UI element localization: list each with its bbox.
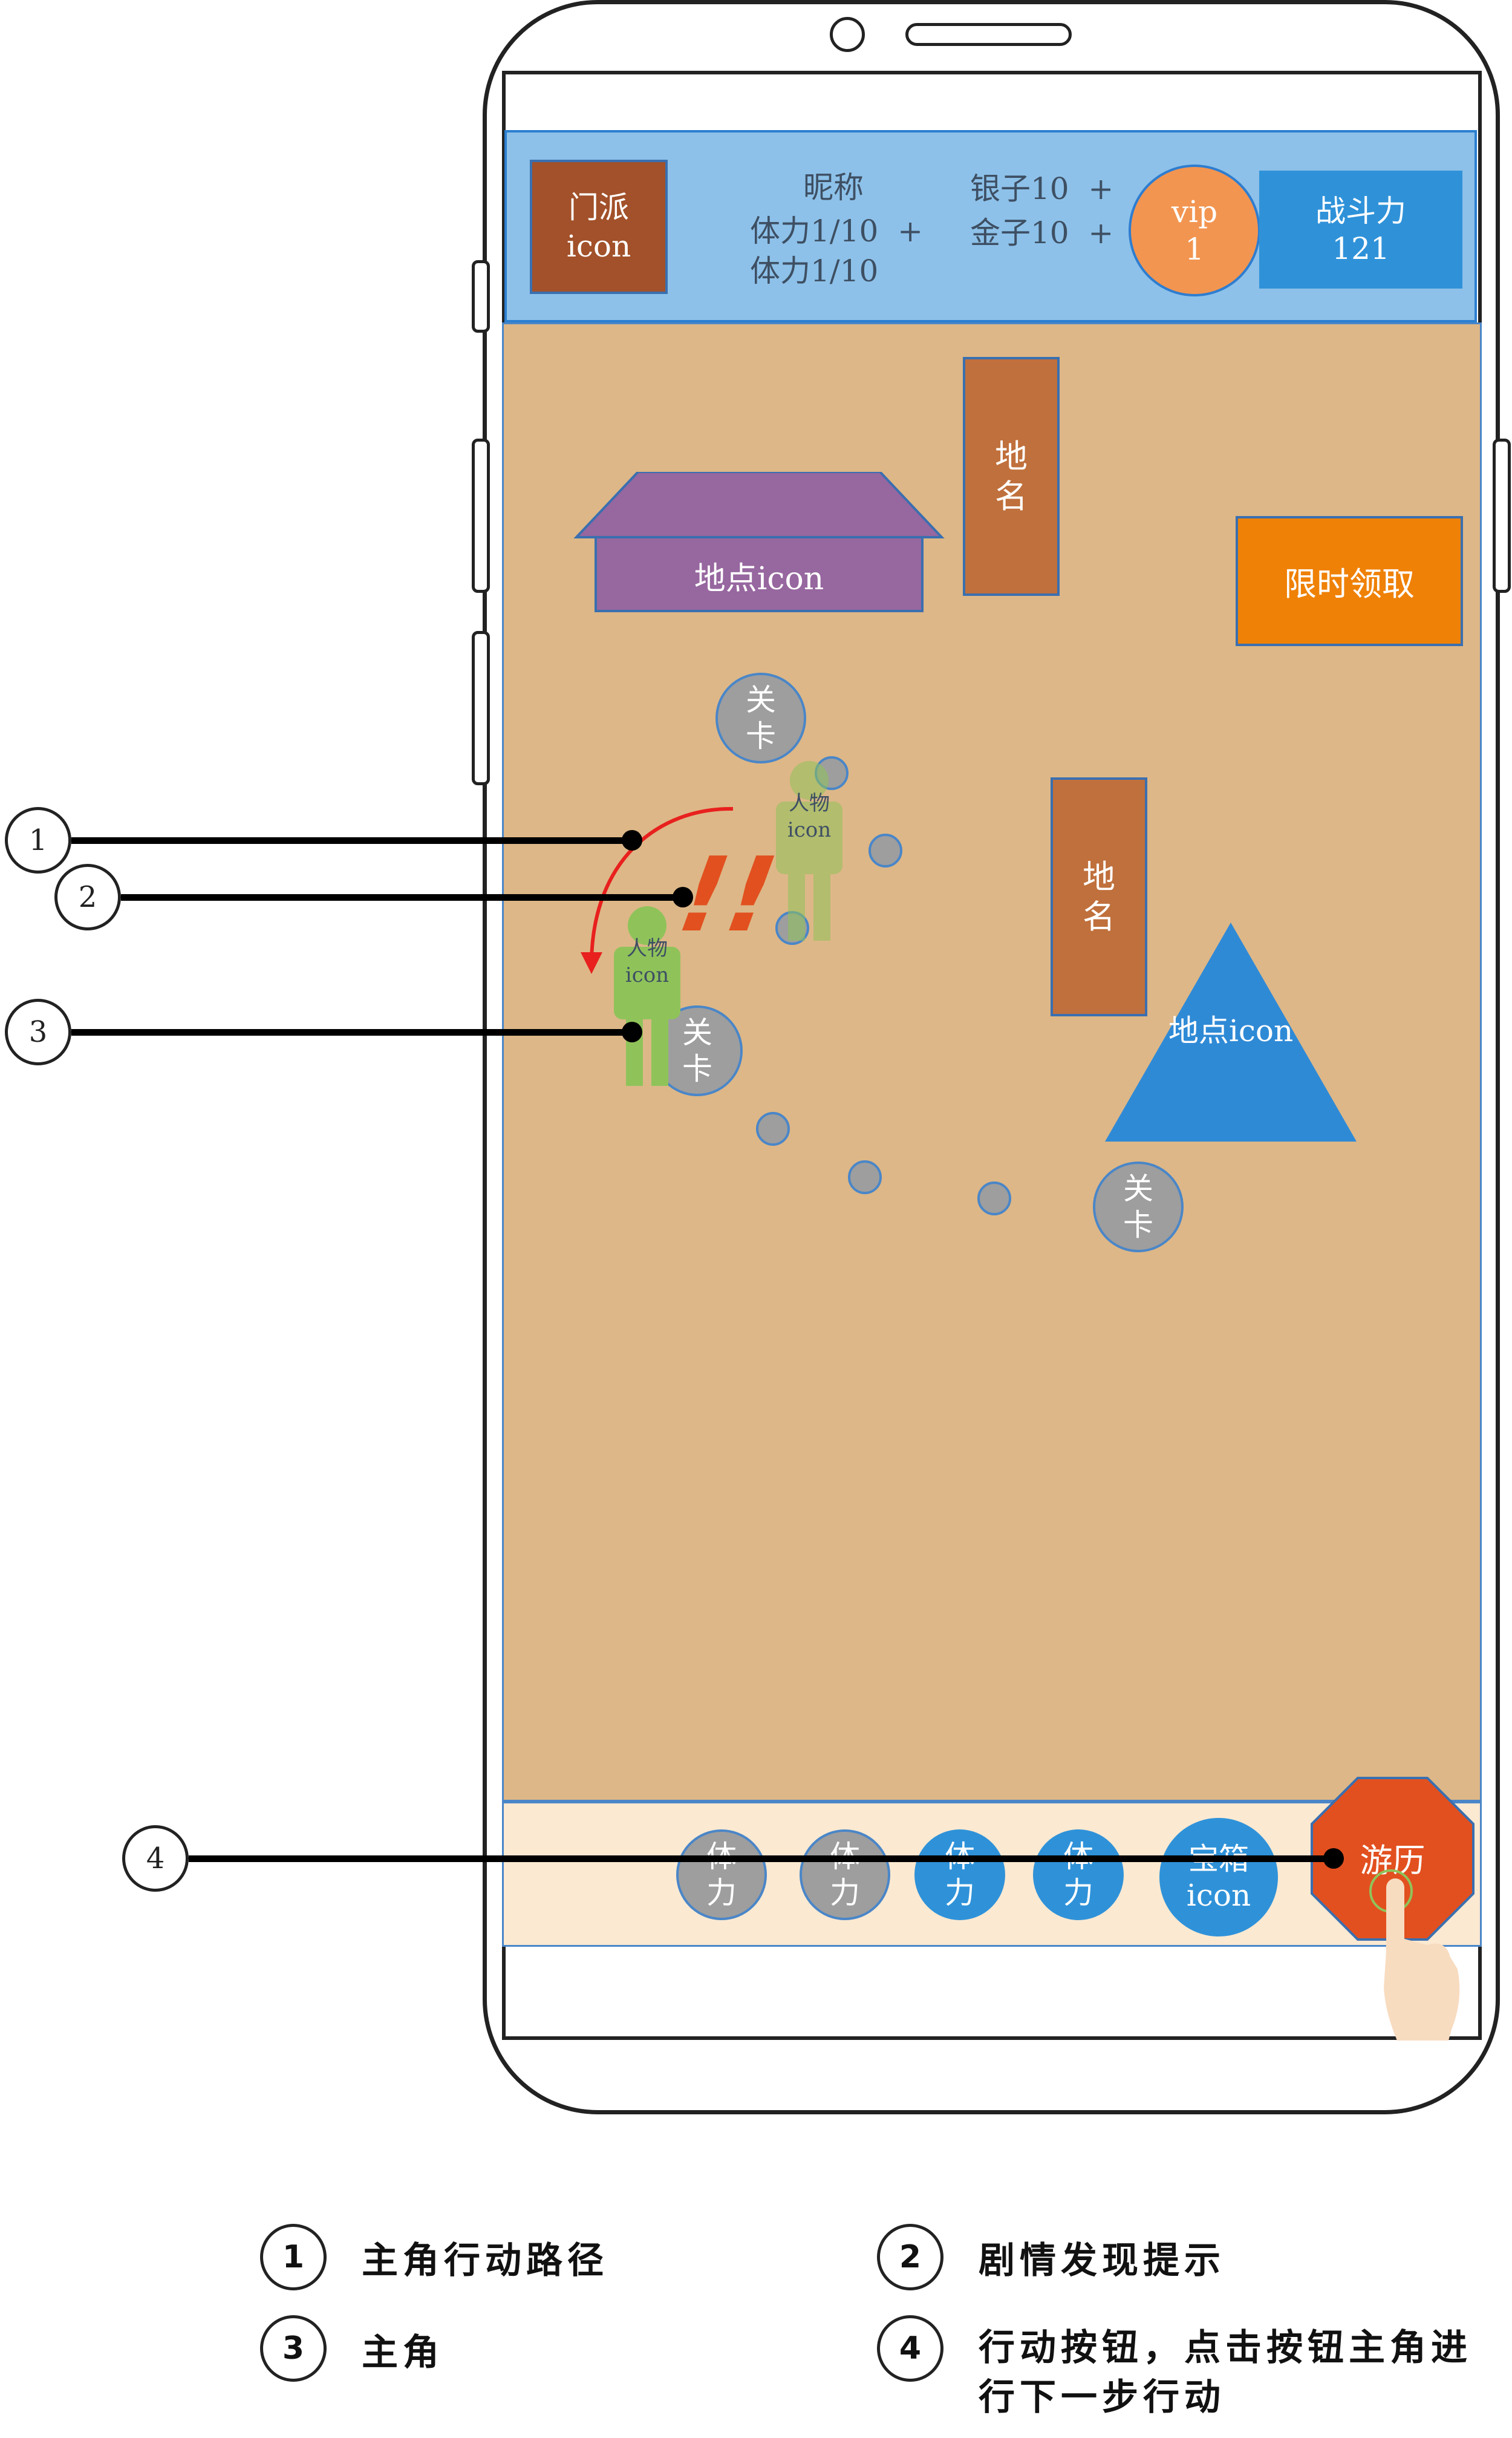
stamina-line-1[interactable]: 体力1/10 + xyxy=(750,214,923,249)
callout-line-3-end xyxy=(622,1022,642,1042)
place-name-2: 地 名 xyxy=(1051,777,1147,1016)
callout-1: 1 xyxy=(5,807,71,874)
stage-node[interactable]: 关 卡 xyxy=(1093,1162,1184,1252)
stamina-skill-1[interactable]: 体 力 xyxy=(676,1829,767,1920)
callout-line-2-end xyxy=(673,887,693,907)
place-name-1: 地 名 xyxy=(963,357,1060,596)
side-button-left-3 xyxy=(472,631,490,785)
sect-icon[interactable]: 门派 icon xyxy=(530,160,668,294)
front-camera xyxy=(830,17,865,52)
vip-badge[interactable]: vip 1 xyxy=(1129,165,1260,296)
side-button-left-2 xyxy=(472,439,490,593)
callout-3: 3 xyxy=(5,999,71,1065)
location-house-label: 地点icon xyxy=(694,560,824,597)
callout-line-4-end xyxy=(1323,1848,1344,1869)
travel-button-shape[interactable] xyxy=(1309,1776,1476,1942)
legend-text-3: 主角 xyxy=(362,2332,444,2374)
speaker-grille xyxy=(905,23,1072,46)
npc-label: 人物 icon xyxy=(787,791,832,842)
side-button-right xyxy=(1493,439,1511,593)
stamina-skill-2[interactable]: 体 力 xyxy=(800,1829,890,1920)
callout-2: 2 xyxy=(54,864,121,930)
gold-currency[interactable]: 金子10 + xyxy=(970,215,1114,250)
treasure-chest-button[interactable]: 宝箱 icon xyxy=(1159,1818,1278,1936)
location-triangle-label: 地点icon xyxy=(1168,1013,1294,1048)
legend-num-4: 4 xyxy=(877,2315,943,2382)
legend-text-1: 主角行动路径 xyxy=(362,2240,608,2282)
location-house-icon[interactable] xyxy=(572,472,947,617)
callout-line-1 xyxy=(71,837,634,844)
timed-reward-button[interactable]: 限时领取 xyxy=(1236,516,1463,646)
callout-4: 4 xyxy=(122,1825,189,1892)
legend-num-2: 2 xyxy=(877,2224,943,2290)
pointing-hand-icon xyxy=(1384,1878,1460,2041)
legend-text-2: 剧情发现提示 xyxy=(979,2240,1225,2282)
stamina-skill-4[interactable]: 体 力 xyxy=(1033,1829,1124,1920)
callout-line-3 xyxy=(71,1029,634,1036)
nickname: 昵称 xyxy=(803,170,864,205)
legend-num-3: 3 xyxy=(260,2315,327,2382)
path-dot xyxy=(848,1160,882,1194)
callout-line-2 xyxy=(121,894,683,901)
location-triangle-icon[interactable] xyxy=(1104,923,1358,1143)
silver-currency[interactable]: 银子10 + xyxy=(970,171,1114,206)
legend-text-4: 行动按钮，点击按钮主角进 行下一步行动 xyxy=(979,2327,1472,2419)
callout-line-1-end xyxy=(622,830,642,851)
npc-character-icon[interactable] xyxy=(770,759,849,941)
path-dot xyxy=(977,1181,1011,1215)
stamina-skill-3[interactable]: 体 力 xyxy=(914,1829,1005,1920)
path-dot xyxy=(756,1112,790,1146)
legend-num-1: 1 xyxy=(260,2224,327,2290)
hero-label: 人物 icon xyxy=(625,936,670,987)
path-dot xyxy=(868,834,902,868)
side-button-left-1 xyxy=(472,260,490,333)
stage-node[interactable]: 关 卡 xyxy=(715,673,806,763)
combat-power: 战斗力 121 xyxy=(1259,171,1462,289)
hero-character-icon[interactable] xyxy=(608,904,686,1086)
callout-line-4 xyxy=(189,1855,1338,1862)
stamina-line-2: 体力1/10 xyxy=(750,253,879,289)
